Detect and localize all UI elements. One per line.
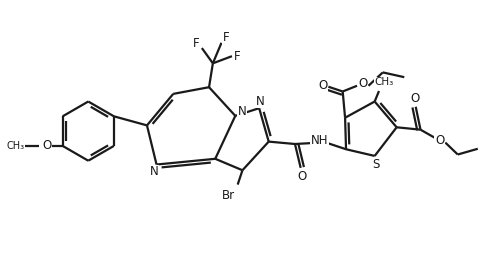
Text: F: F: [193, 37, 200, 50]
Text: Br: Br: [222, 189, 235, 202]
Text: S: S: [372, 158, 380, 171]
Text: F: F: [223, 31, 229, 44]
Text: O: O: [410, 92, 419, 105]
Text: N: N: [150, 165, 159, 178]
Text: O: O: [42, 139, 51, 152]
Text: O: O: [297, 170, 306, 183]
Text: NH: NH: [311, 134, 329, 147]
Text: F: F: [234, 50, 241, 63]
Text: N: N: [238, 105, 247, 117]
Text: O: O: [435, 134, 444, 147]
Text: N: N: [256, 95, 265, 108]
Text: CH₃: CH₃: [7, 141, 25, 151]
Text: O: O: [318, 79, 327, 92]
Text: CH₃: CH₃: [374, 77, 394, 87]
Text: O: O: [358, 77, 367, 90]
